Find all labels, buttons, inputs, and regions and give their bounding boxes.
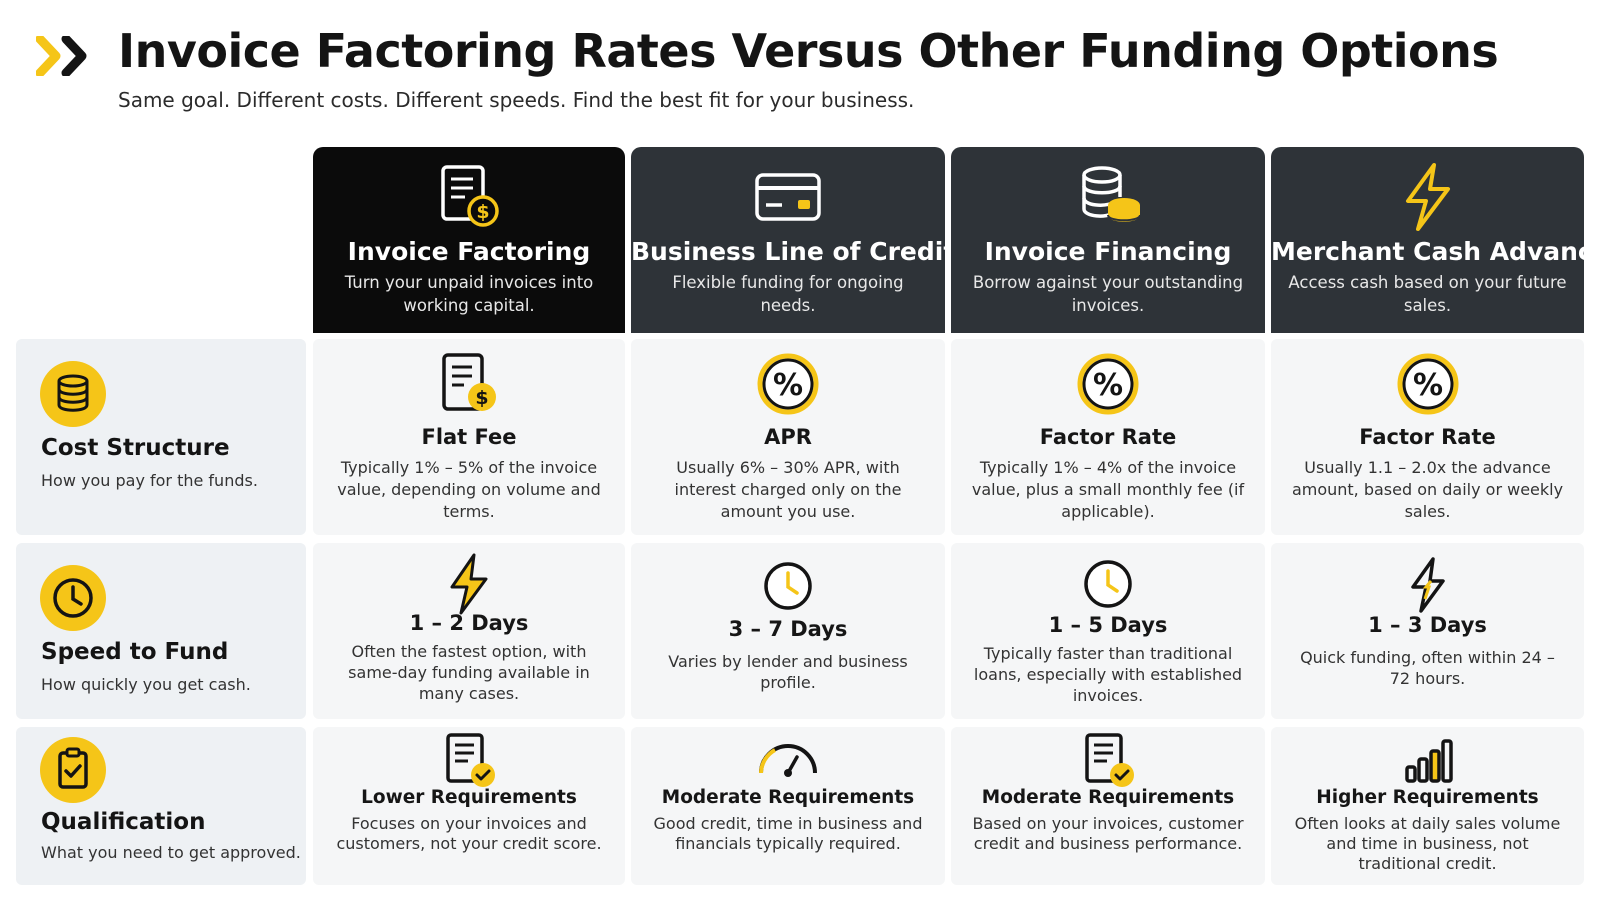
gauge-icon bbox=[759, 744, 817, 777]
svg-text:$: $ bbox=[476, 201, 489, 223]
percent-icon: % bbox=[1077, 353, 1139, 415]
cell-line-of-credit-qualification: Moderate Requirements Good credit, time … bbox=[631, 727, 945, 885]
page-subtitle: Same goal. Different costs. Different sp… bbox=[118, 88, 915, 112]
cell-financing-speed: 1 – 5 Days Typically faster than traditi… bbox=[951, 543, 1265, 719]
page-title: Invoice Factoring Rates Versus Other Fun… bbox=[118, 24, 1499, 78]
lightning-icon bbox=[1405, 163, 1450, 231]
credit-card-icon bbox=[755, 173, 821, 221]
cell-financing-qualification: Moderate Requirements Based on your invo… bbox=[951, 727, 1265, 885]
clock-icon bbox=[40, 565, 106, 631]
row-title: Cost Structure bbox=[41, 435, 230, 461]
cell-title: APR bbox=[764, 425, 812, 449]
cell-description: Often looks at daily sales volume and ti… bbox=[1294, 814, 1561, 873]
row-label-qualification: Qualification What you need to get appro… bbox=[16, 727, 306, 885]
cell-description: Good credit, time in business and financ… bbox=[653, 814, 923, 853]
cell-factoring-cost: $ Flat Fee Typically 1% – 5% of the invo… bbox=[313, 339, 625, 535]
cell-description: Often the fastest option, with same-day … bbox=[348, 642, 590, 703]
cell-description: Typically faster than traditional loans,… bbox=[973, 644, 1243, 705]
cell-mca-qualification: Higher Requirements Often looks at daily… bbox=[1271, 727, 1584, 885]
clock-icon bbox=[764, 562, 812, 610]
cell-title: Moderate Requirements bbox=[981, 787, 1235, 808]
cell-description: Focuses on your invoices and customers, … bbox=[336, 814, 602, 853]
cell-title: Lower Requirements bbox=[361, 787, 577, 808]
column-header-invoice-factoring: $ Invoice Factoring Turn your unpaid inv… bbox=[313, 147, 625, 333]
clock-icon bbox=[1084, 560, 1132, 608]
column-title: Merchant Cash Advance bbox=[1271, 237, 1600, 266]
row-label-cost-structure: Cost Structure How you pay for the funds… bbox=[16, 339, 306, 535]
cell-title: 1 – 3 Days bbox=[1368, 613, 1487, 637]
document-check-icon bbox=[446, 733, 495, 787]
column-header-invoice-financing: Invoice Financing Borrow against your ou… bbox=[951, 147, 1265, 333]
invoice-dollar-icon: $ bbox=[442, 353, 496, 411]
lightning-icon bbox=[450, 553, 488, 615]
cell-title: Factor Rate bbox=[1039, 425, 1177, 449]
cell-description: Typically 1% – 5% of the invoice value, … bbox=[337, 458, 601, 521]
cell-financing-cost: % Factor Rate Typically 1% – 4% of the i… bbox=[951, 339, 1265, 535]
cell-title: 1 – 2 Days bbox=[409, 611, 529, 635]
cell-title: 3 – 7 Days bbox=[728, 617, 848, 641]
cell-description: Based on your invoices, customer credit … bbox=[972, 814, 1244, 853]
column-description: Access cash based on your future sales. bbox=[1288, 273, 1567, 315]
column-description: Flexible funding for ongoing needs. bbox=[672, 273, 904, 315]
column-description: Turn your unpaid invoices into working c… bbox=[344, 273, 594, 315]
row-title: Qualification bbox=[41, 809, 206, 835]
percent-icon: % bbox=[757, 353, 819, 415]
svg-text:%: % bbox=[773, 368, 803, 403]
column-title: Invoice Factoring bbox=[347, 237, 591, 266]
svg-text:%: % bbox=[1412, 368, 1442, 403]
header: Invoice Factoring Rates Versus Other Fun… bbox=[36, 22, 1576, 122]
percent-icon: % bbox=[1397, 353, 1458, 415]
svg-text:$: $ bbox=[475, 387, 488, 409]
row-label-speed-to-fund: Speed to Fund How quickly you get cash. bbox=[16, 543, 306, 719]
row-description: How quickly you get cash. bbox=[41, 675, 251, 694]
cell-title: Factor Rate bbox=[1359, 425, 1496, 449]
cell-description: Usually 6% – 30% APR, with interest char… bbox=[674, 458, 902, 521]
cell-description: Varies by lender and business profile. bbox=[668, 652, 908, 692]
row-description: How you pay for the funds. bbox=[41, 471, 258, 490]
cell-mca-cost: % Factor Rate Usually 1.1 – 2.0x the adv… bbox=[1271, 339, 1584, 535]
cell-title: Higher Requirements bbox=[1316, 787, 1539, 808]
document-check-icon bbox=[1085, 733, 1134, 787]
svg-text:%: % bbox=[1093, 368, 1123, 403]
cell-factoring-qualification: Lower Requirements Focuses on your invoi… bbox=[313, 727, 625, 885]
cell-mca-speed: 1 – 3 Days Quick funding, often within 2… bbox=[1271, 543, 1584, 719]
cell-line-of-credit-cost: % APR Usually 6% – 30% APR, with interes… bbox=[631, 339, 945, 535]
invoice-dollar-icon: $ bbox=[441, 165, 499, 227]
row-description: What you need to get approved. bbox=[41, 843, 301, 862]
column-title: Business Line of Credit bbox=[631, 237, 956, 266]
bar-chart-icon bbox=[1404, 739, 1453, 783]
row-title: Speed to Fund bbox=[41, 639, 229, 665]
double-chevron-icon bbox=[36, 36, 87, 76]
cell-description: Quick funding, often within 24 – 72 hour… bbox=[1300, 648, 1555, 688]
cell-title: Moderate Requirements bbox=[661, 787, 915, 808]
cell-description: Usually 1.1 – 2.0x the advance amount, b… bbox=[1291, 458, 1564, 521]
lightning-icon bbox=[1410, 557, 1445, 613]
column-description: Borrow against your outstanding invoices… bbox=[972, 273, 1244, 315]
coins-icon bbox=[40, 361, 106, 427]
column-header-business-line-of-credit: Business Line of Credit Flexible funding… bbox=[631, 147, 956, 333]
cell-description: Typically 1% – 4% of the invoice value, … bbox=[971, 458, 1245, 521]
cell-title: 1 – 5 Days bbox=[1048, 613, 1168, 637]
coin-stack-icon bbox=[1082, 166, 1141, 222]
clipboard-check-icon bbox=[40, 737, 106, 803]
cell-factoring-speed: 1 – 2 Days Often the fastest option, wit… bbox=[313, 543, 625, 719]
column-header-merchant-cash-advance: Merchant Cash Advance Access cash based … bbox=[1271, 147, 1600, 333]
cell-title: Flat Fee bbox=[421, 425, 517, 449]
column-title: Invoice Financing bbox=[984, 237, 1232, 266]
cell-line-of-credit-speed: 3 – 7 Days Varies by lender and business… bbox=[631, 543, 945, 719]
